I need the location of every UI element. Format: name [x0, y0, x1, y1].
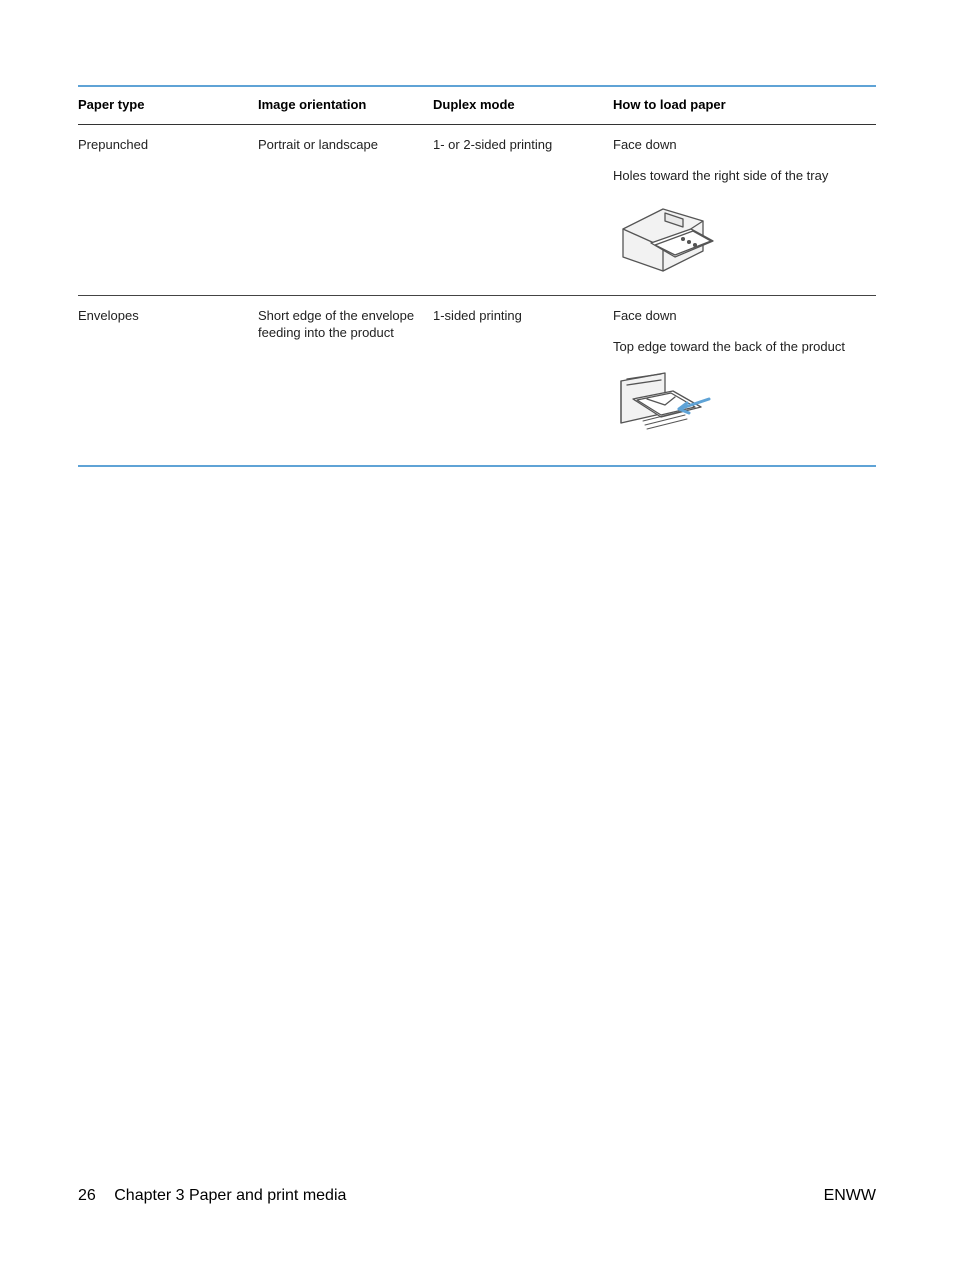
page-footer: 26 Chapter 3 Paper and print media ENWW — [78, 1187, 876, 1205]
cell-duplex-mode: 1- or 2-sided printing — [433, 124, 613, 295]
cell-how-to-load: Face down Holes toward the right side of… — [613, 124, 876, 295]
footer-right: ENWW — [824, 1187, 876, 1205]
page-number: 26 — [78, 1187, 96, 1204]
table-header-row: Paper type Image orientation Duplex mode… — [78, 86, 876, 124]
cell-paper-type: Envelopes — [78, 295, 258, 466]
chapter-label: Chapter 3 Paper and print media — [114, 1187, 346, 1204]
header-how-to-load: How to load paper — [613, 86, 876, 124]
table-row: Prepunched Portrait or landscape 1- or 2… — [78, 124, 876, 295]
footer-left: 26 Chapter 3 Paper and print media — [78, 1187, 346, 1205]
tray-prepunched-icon — [613, 199, 723, 281]
cell-how-to-load: Face down Top edge toward the back of th… — [613, 295, 876, 466]
cell-image-orientation: Portrait or landscape — [258, 124, 433, 295]
load-line-2: Top edge toward the back of the product — [613, 339, 870, 356]
header-image-orientation: Image orientation — [258, 86, 433, 124]
load-line-2: Holes toward the right side of the tray — [613, 168, 870, 185]
load-line-1: Face down — [613, 308, 870, 325]
document-page: Paper type Image orientation Duplex mode… — [0, 0, 954, 1270]
cell-duplex-mode: 1-sided printing — [433, 295, 613, 466]
load-line-1: Face down — [613, 137, 870, 154]
paper-loading-table: Paper type Image orientation Duplex mode… — [78, 85, 876, 467]
tray-envelope-icon — [613, 369, 723, 451]
table-row: Envelopes Short edge of the envelope fee… — [78, 295, 876, 466]
header-duplex-mode: Duplex mode — [433, 86, 613, 124]
header-paper-type: Paper type — [78, 86, 258, 124]
cell-paper-type: Prepunched — [78, 124, 258, 295]
cell-image-orientation: Short edge of the envelope feeding into … — [258, 295, 433, 466]
